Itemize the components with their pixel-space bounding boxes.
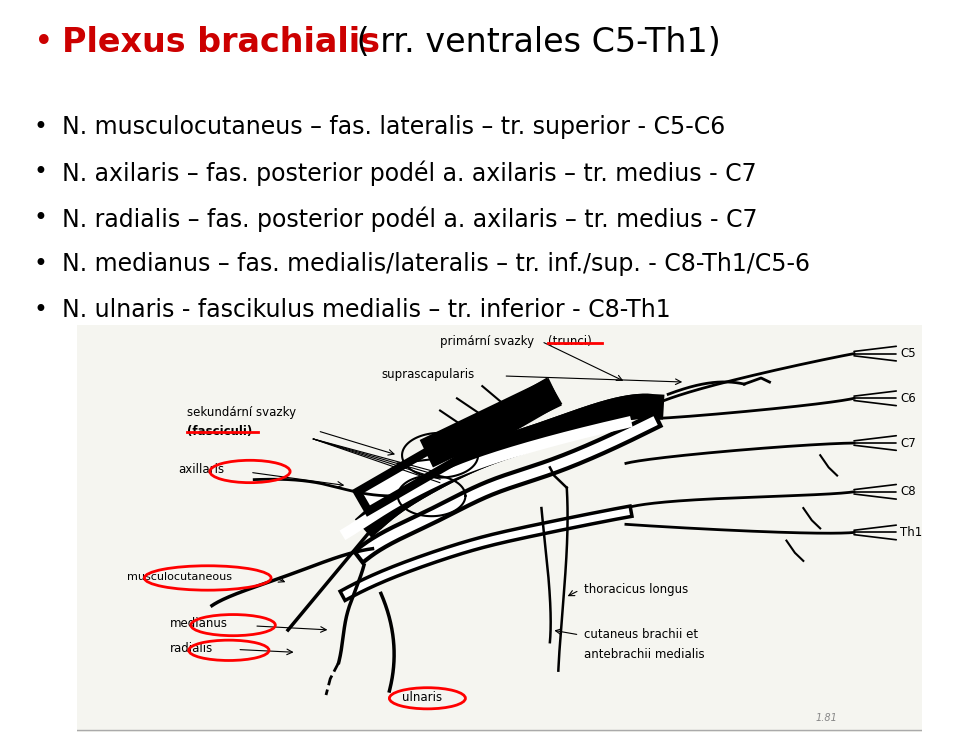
Text: primární svazky: primární svazky — [440, 336, 538, 348]
Text: N. musculocutaneus – fas. lateralis – tr. superior - C5-C6: N. musculocutaneus – fas. lateralis – tr… — [62, 115, 726, 138]
Text: N. ulnaris - fascikulus medialis – tr. inferior - C8-Th1: N. ulnaris - fascikulus medialis – tr. i… — [62, 298, 671, 321]
Text: ulnaris: ulnaris — [402, 690, 443, 704]
Text: radialis: radialis — [170, 641, 213, 655]
Text: C7: C7 — [900, 437, 916, 449]
Text: N. medianus – fas. medialis/lateralis – tr. inf./sup. - C8-Th1/C5-6: N. medianus – fas. medialis/lateralis – … — [62, 252, 810, 276]
Text: •: • — [34, 160, 47, 184]
Text: ( rr. ventrales C5-Th1): ( rr. ventrales C5-Th1) — [346, 26, 720, 59]
Text: cutaneus brachii et: cutaneus brachii et — [584, 627, 698, 641]
Text: •: • — [34, 26, 53, 59]
Text: •: • — [34, 206, 47, 230]
Text: 1.81: 1.81 — [815, 713, 837, 723]
FancyBboxPatch shape — [77, 325, 922, 732]
Text: medianus: medianus — [170, 617, 228, 630]
Text: Th1: Th1 — [900, 526, 923, 539]
Text: •: • — [34, 115, 47, 138]
Text: axillaris: axillaris — [179, 463, 225, 476]
Text: (fasciculi): (fasciculi) — [186, 425, 252, 437]
Text: N. axilaris – fas. posterior podél a. axilaris – tr. medius - C7: N. axilaris – fas. posterior podél a. ax… — [62, 160, 757, 186]
Text: C5: C5 — [900, 347, 916, 360]
Text: (trunci): (trunci) — [548, 336, 592, 348]
Text: C6: C6 — [900, 392, 916, 405]
Text: antebrachii medialis: antebrachii medialis — [584, 648, 705, 661]
Text: N. radialis – fas. posterior podél a. axilaris – tr. medius - C7: N. radialis – fas. posterior podél a. ax… — [62, 206, 757, 232]
Text: Plexus brachialis: Plexus brachialis — [62, 26, 380, 59]
Text: thoracicus longus: thoracicus longus — [584, 583, 688, 596]
Text: •: • — [34, 298, 47, 321]
Text: musculocutaneous: musculocutaneous — [128, 572, 232, 582]
Text: sekundární svazky: sekundární svazky — [186, 406, 296, 420]
Text: suprascapularis: suprascapularis — [381, 368, 474, 381]
Text: C8: C8 — [900, 486, 916, 498]
Text: •: • — [34, 252, 47, 276]
